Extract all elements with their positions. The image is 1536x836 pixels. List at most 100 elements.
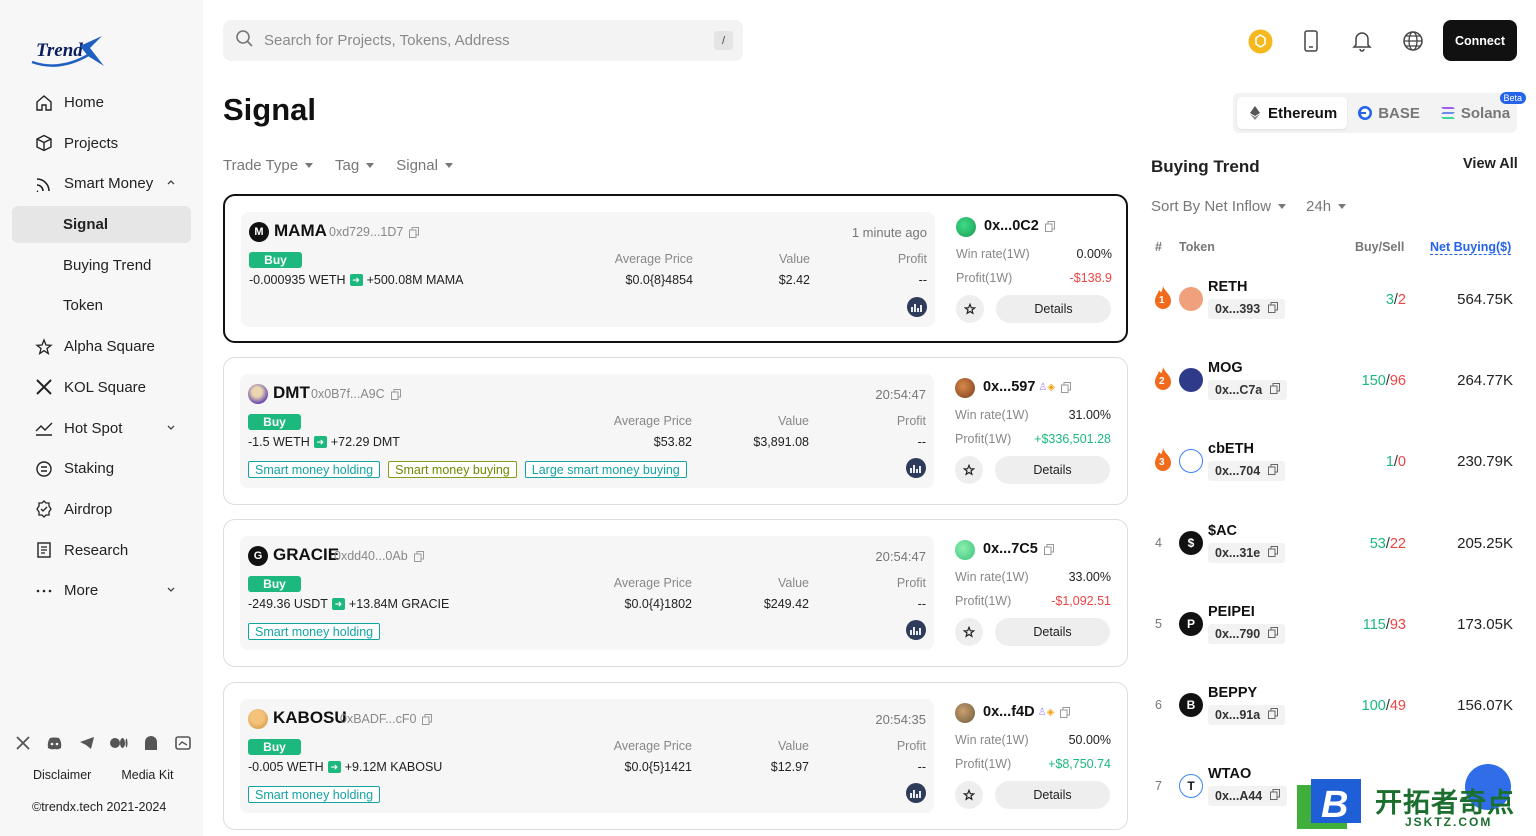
chain-base[interactable]: BASE xyxy=(1347,97,1430,129)
copy-icon[interactable] xyxy=(1061,381,1072,393)
chart-icon[interactable] xyxy=(907,297,927,317)
signal-card[interactable]: DMT 0x0B7f...A9C 20:54:47 Buy -1.5 WETH ➜… xyxy=(223,357,1128,505)
copy-icon[interactable] xyxy=(409,226,420,238)
trend-row[interactable]: 3 cbETH 0x...704 1/0 230.79K xyxy=(1151,432,1517,492)
details-button[interactable]: Details xyxy=(995,618,1110,646)
copy-icon[interactable] xyxy=(1270,789,1281,803)
copy-icon[interactable] xyxy=(1270,383,1281,397)
token-name[interactable]: PEIPEI xyxy=(1208,604,1255,620)
tag-smart-money-holding[interactable]: Smart money holding xyxy=(248,623,381,640)
chart-icon[interactable] xyxy=(906,620,926,640)
telegram-icon[interactable] xyxy=(76,734,97,752)
discord-icon[interactable] xyxy=(44,734,65,752)
token-name[interactable]: WTAO xyxy=(1208,766,1252,782)
token-name[interactable]: DMT xyxy=(273,383,310,402)
signal-card[interactable]: M MAMA 0xd729...1D7 1 minute ago Buy -0.… xyxy=(223,194,1128,343)
tag-smart-money-holding[interactable]: Smart money holding xyxy=(248,461,381,478)
view-all-link[interactable]: View All xyxy=(1463,156,1518,172)
wallet-address[interactable]: 0x...7C5 xyxy=(983,541,1054,557)
token-name[interactable]: MAMA xyxy=(274,221,327,240)
chart-icon[interactable] xyxy=(906,458,926,478)
trendx-logo[interactable]: Trend xyxy=(30,34,106,70)
token-name[interactable]: RETH xyxy=(1208,279,1248,295)
copy-icon[interactable] xyxy=(390,388,401,400)
copy-icon[interactable] xyxy=(1268,464,1279,478)
details-button[interactable]: Details xyxy=(996,295,1111,323)
favorite-button[interactable] xyxy=(956,295,984,323)
bell-icon[interactable] xyxy=(1349,28,1375,54)
chart-icon[interactable] xyxy=(906,783,926,803)
filter-trade-type[interactable]: Trade Type xyxy=(223,157,314,174)
trend-row[interactable]: 6 B BEPPY 0x...91a 100/49 156.07K xyxy=(1151,676,1517,736)
nav-buying-trend[interactable]: Buying Trend xyxy=(12,247,191,284)
trend-row[interactable]: 4 $ $AC 0x...31e 53/22 205.25K xyxy=(1151,514,1517,574)
trend-row[interactable]: 7 T WTAO 0x...A44 xyxy=(1151,757,1517,817)
filter-signal[interactable]: Signal xyxy=(396,157,453,174)
wallet-address[interactable]: 0x...597 ♙◈ xyxy=(983,379,1072,395)
wallet-address[interactable]: 0x...0C2 xyxy=(984,218,1055,234)
ghost-icon[interactable] xyxy=(140,734,161,752)
tag-large-smart-money-buying[interactable]: Large smart money buying xyxy=(524,461,687,478)
search-bar[interactable]: / xyxy=(223,20,743,61)
nav-airdrop[interactable]: Airdrop xyxy=(12,491,191,528)
token-name[interactable]: $AC xyxy=(1208,523,1238,539)
copy-icon[interactable] xyxy=(1043,543,1054,555)
mirror-icon[interactable] xyxy=(172,734,193,752)
wallet-address[interactable]: 0x...f4D ♙◈ xyxy=(983,704,1071,720)
copy-icon[interactable] xyxy=(422,713,433,725)
nav-hot-spot[interactable]: Hot Spot xyxy=(12,410,191,447)
copy-icon[interactable] xyxy=(1044,220,1055,232)
favorite-button[interactable] xyxy=(955,618,983,646)
nav-projects[interactable]: Projects xyxy=(12,125,191,162)
token-icon xyxy=(1179,368,1203,392)
mobile-icon[interactable] xyxy=(1298,28,1324,54)
copy-icon[interactable] xyxy=(1268,708,1279,722)
search-input[interactable] xyxy=(264,32,704,49)
nav-home[interactable]: Home xyxy=(12,84,191,121)
favorite-button[interactable] xyxy=(955,781,983,809)
details-button[interactable]: Details xyxy=(995,456,1110,484)
token-name[interactable]: KABOSU xyxy=(273,708,347,727)
nav-research[interactable]: Research xyxy=(12,532,191,569)
copy-icon[interactable] xyxy=(1268,302,1279,316)
chain-solana[interactable]: Solana Beta xyxy=(1430,92,1527,129)
x-icon[interactable] xyxy=(12,734,33,752)
chain-ethereum[interactable]: Ethereum xyxy=(1237,97,1348,129)
period-dropdown[interactable]: 24h xyxy=(1306,198,1347,215)
signal-card[interactable]: KABOSU 0xBADF...cF0 20:54:35 Buy -0.005 … xyxy=(223,682,1128,830)
copy-icon[interactable] xyxy=(1268,627,1279,641)
favorite-button[interactable] xyxy=(955,456,983,484)
token-name[interactable]: GRACIE xyxy=(273,545,340,564)
trend-row[interactable]: 1 RETH 0x...393 3/2 564.75K xyxy=(1151,270,1517,330)
chat-button[interactable] xyxy=(1465,764,1511,810)
nav-token[interactable]: Token xyxy=(12,287,191,324)
medium-icon[interactable] xyxy=(108,734,129,752)
tag-smart-money-holding[interactable]: Smart money holding xyxy=(248,786,381,803)
connect-button[interactable]: Connect xyxy=(1443,20,1517,61)
col-net-buying-header[interactable]: Net Buying($) xyxy=(1430,240,1512,255)
signal-card[interactable]: G GRACIE 0xdd40...0Ab 20:54:47 Buy -249.… xyxy=(223,519,1128,667)
copy-icon[interactable] xyxy=(413,550,424,562)
token-coin-icon[interactable] xyxy=(1247,28,1273,54)
details-button[interactable]: Details xyxy=(995,781,1110,809)
trend-row[interactable]: 2 MOG 0x...C7a 150/96 264.77K xyxy=(1151,351,1517,411)
media-kit-link[interactable]: Media Kit xyxy=(121,768,174,782)
filter-tag[interactable]: Tag xyxy=(335,157,375,174)
copy-icon[interactable] xyxy=(1268,546,1279,560)
avg-price-label: Average Price xyxy=(613,739,692,753)
tag-smart-money-buying[interactable]: Smart money buying xyxy=(388,461,517,478)
nav-staking[interactable]: Staking xyxy=(12,450,191,487)
nav-alpha-square[interactable]: Alpha Square xyxy=(12,328,191,365)
token-name[interactable]: BEPPY xyxy=(1208,685,1258,701)
token-name[interactable]: MOG xyxy=(1208,360,1243,376)
token-name[interactable]: cbETH xyxy=(1208,441,1254,457)
copy-icon[interactable] xyxy=(1060,706,1071,718)
nav-more[interactable]: More xyxy=(12,572,191,609)
nav-kol-square[interactable]: KOL Square xyxy=(12,369,191,406)
sort-dropdown[interactable]: Sort By Net Inflow xyxy=(1151,198,1287,215)
nav-smart-money[interactable]: Smart Money xyxy=(12,165,191,202)
nav-signal[interactable]: Signal xyxy=(12,206,191,244)
globe-icon[interactable] xyxy=(1400,28,1426,54)
disclaimer-link[interactable]: Disclaimer xyxy=(33,768,92,782)
trend-row[interactable]: 5 P PEIPEI 0x...790 115/93 173.05K xyxy=(1151,595,1517,655)
